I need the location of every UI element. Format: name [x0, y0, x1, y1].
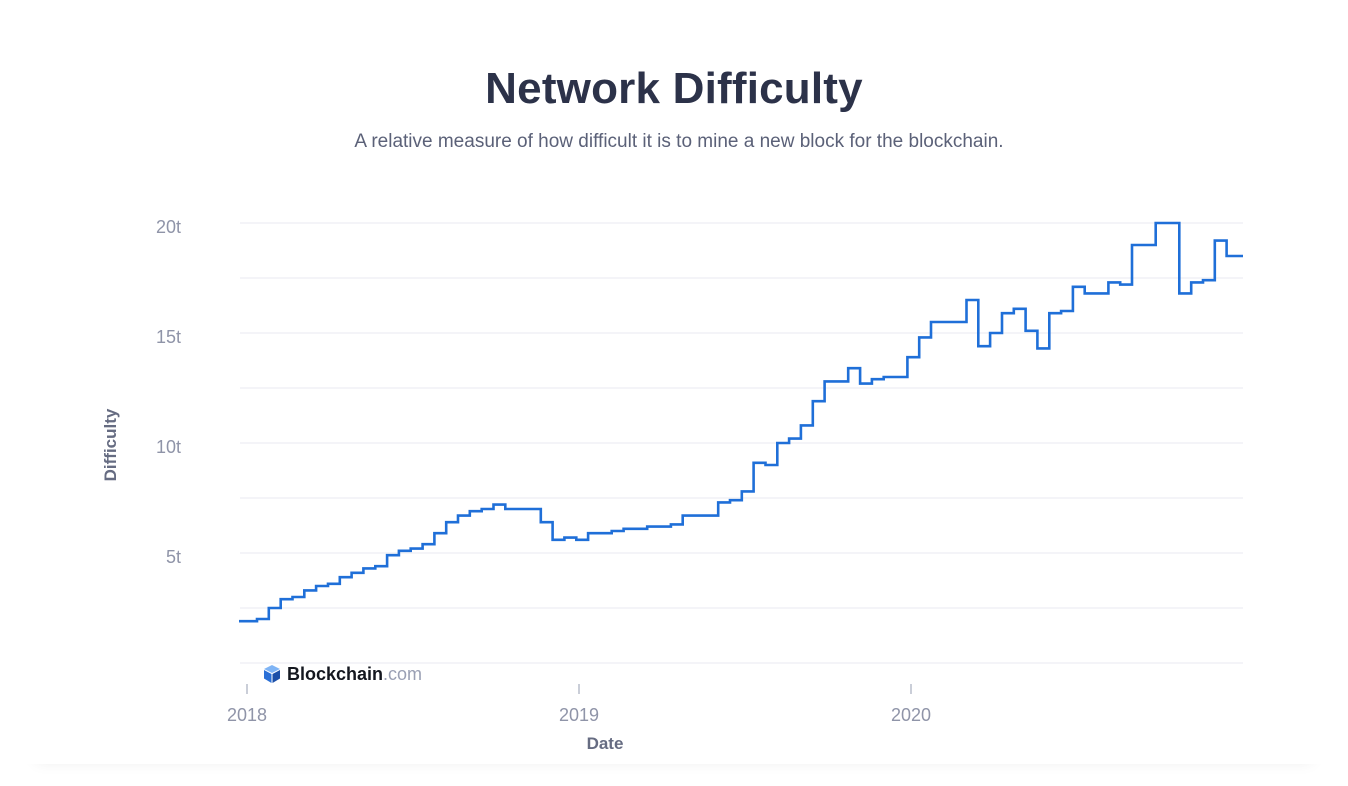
blockchain-logo: Blockchain .com	[262, 662, 422, 686]
chart-title: Network Difficulty	[485, 64, 863, 113]
y-axis-ticks: 5t 10t 15t 20t	[156, 217, 181, 567]
logo-brand-text: Blockchain	[287, 663, 384, 684]
grid-lines	[240, 222, 1243, 664]
x-axis-ticks: 2018 2019 2020	[227, 684, 931, 725]
y-tick-label: 10t	[156, 437, 181, 457]
x-tick-label: 2020	[891, 705, 931, 725]
y-tick-label: 15t	[156, 327, 181, 347]
chart-subtitle: A relative measure of how difficult it i…	[354, 131, 1004, 152]
y-axis-title: Difficulty	[101, 408, 120, 481]
chart-card	[24, 0, 1324, 764]
blockchain-cube-icon	[264, 665, 280, 683]
difficulty-series-line	[239, 221, 1243, 623]
y-tick-label: 5t	[166, 547, 181, 567]
x-tick-label: 2019	[559, 705, 599, 725]
y-tick-label: 20t	[156, 217, 181, 237]
x-tick-label: 2018	[227, 705, 267, 725]
logo-domain-text: .com	[383, 663, 423, 684]
x-axis-title: Date	[587, 734, 624, 753]
